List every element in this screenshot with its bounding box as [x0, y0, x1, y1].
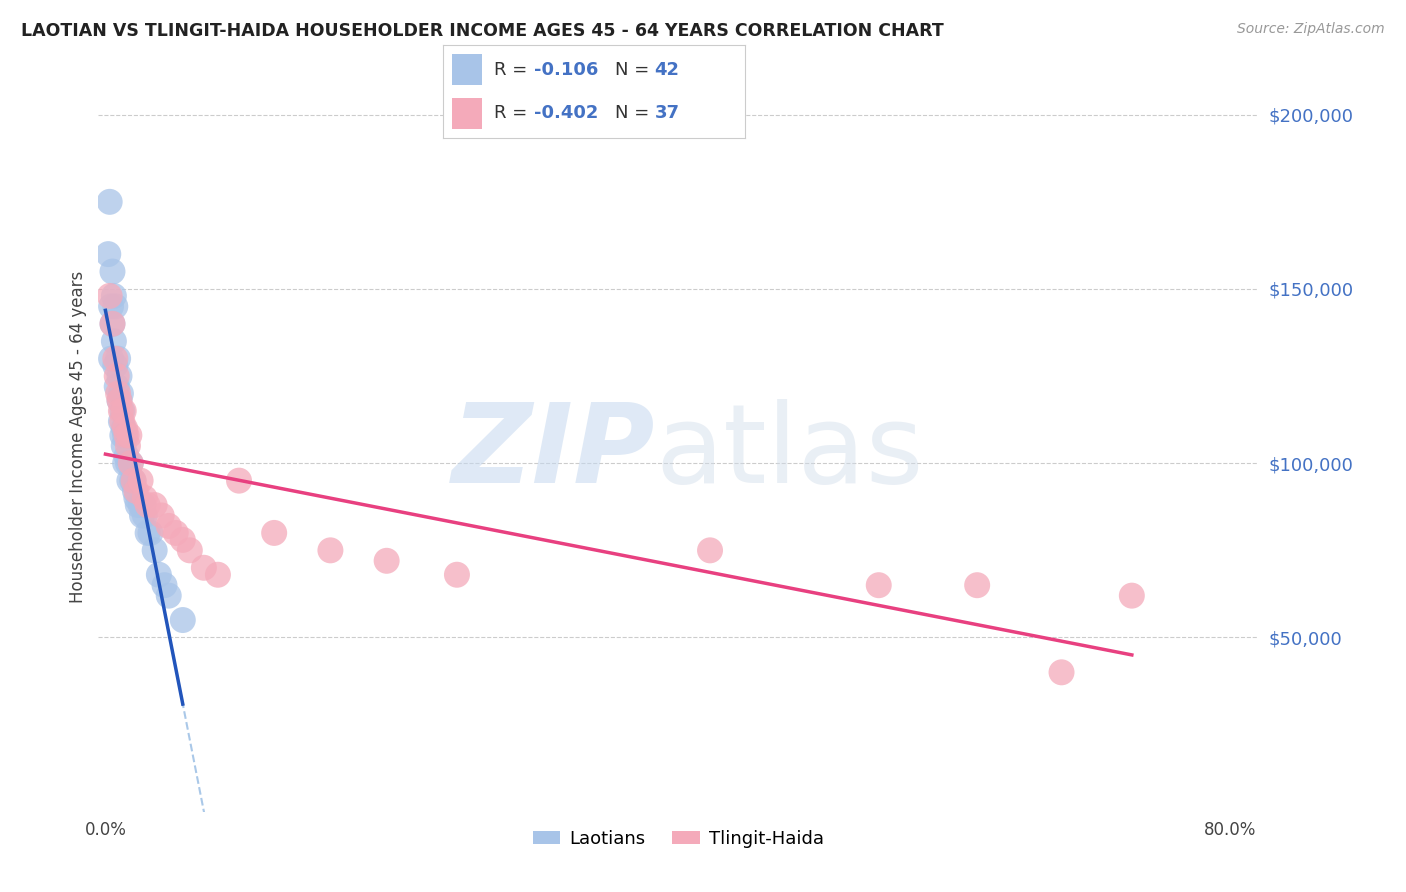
Point: [104, 299, 127, 313]
Text: R =: R =: [495, 61, 533, 78]
Point: [98, 194, 121, 209]
Point: [122, 474, 145, 488]
Point: [134, 508, 156, 523]
Point: [136, 498, 159, 512]
Point: [107, 351, 129, 366]
Point: [120, 456, 142, 470]
Point: [108, 393, 131, 408]
Point: [699, 543, 721, 558]
Point: [103, 289, 125, 303]
Point: [111, 404, 134, 418]
Point: [114, 456, 136, 470]
Point: [125, 491, 148, 505]
Point: [143, 498, 166, 512]
Point: [207, 567, 229, 582]
Point: [108, 369, 131, 384]
Point: [122, 474, 145, 488]
Point: [103, 334, 125, 349]
Point: [111, 428, 134, 442]
Point: [110, 404, 132, 418]
Text: ZIP: ZIP: [451, 399, 655, 506]
Point: [157, 519, 180, 533]
Y-axis label: Householder Income Ages 45 - 64 years: Householder Income Ages 45 - 64 years: [69, 271, 87, 603]
Text: N =: N =: [616, 61, 655, 78]
Point: [136, 525, 159, 540]
Bar: [451, 54, 482, 85]
Point: [115, 428, 138, 442]
Point: [110, 386, 132, 401]
Point: [108, 393, 131, 408]
Point: [129, 498, 152, 512]
Point: [112, 404, 135, 418]
Point: [319, 543, 342, 558]
Bar: [451, 98, 482, 129]
Point: [868, 578, 890, 592]
Point: [115, 449, 138, 463]
Point: [172, 613, 194, 627]
Point: [104, 351, 127, 366]
Point: [121, 474, 143, 488]
Point: [105, 379, 128, 393]
Point: [132, 498, 155, 512]
Point: [966, 578, 988, 592]
Point: [179, 543, 201, 558]
Text: 37: 37: [655, 104, 679, 122]
Point: [118, 474, 141, 488]
Point: [100, 299, 122, 313]
Point: [105, 369, 128, 384]
Text: LAOTIAN VS TLINGIT-HAIDA HOUSEHOLDER INCOME AGES 45 - 64 YEARS CORRELATION CHART: LAOTIAN VS TLINGIT-HAIDA HOUSEHOLDER INC…: [21, 22, 943, 40]
Point: [172, 533, 194, 547]
Point: [228, 474, 250, 488]
Point: [112, 421, 135, 435]
Point: [97, 247, 120, 261]
Point: [120, 456, 142, 470]
Point: [114, 428, 136, 442]
Text: 42: 42: [655, 61, 679, 78]
Text: atlas: atlas: [655, 399, 924, 506]
Point: [375, 554, 398, 568]
Point: [153, 578, 176, 592]
Text: Source: ZipAtlas.com: Source: ZipAtlas.com: [1237, 22, 1385, 37]
Point: [107, 386, 129, 401]
Point: [104, 359, 127, 373]
Point: [1050, 665, 1073, 680]
Point: [143, 543, 166, 558]
Point: [125, 484, 148, 499]
Point: [112, 439, 135, 453]
Text: -0.106: -0.106: [534, 61, 598, 78]
Point: [134, 491, 156, 505]
Text: N =: N =: [616, 104, 655, 122]
Point: [131, 508, 153, 523]
Text: R =: R =: [495, 104, 533, 122]
Point: [165, 525, 187, 540]
Point: [157, 589, 180, 603]
Point: [117, 456, 139, 470]
Point: [139, 525, 162, 540]
Point: [101, 264, 124, 278]
Point: [100, 351, 122, 366]
Point: [111, 414, 134, 428]
Point: [129, 474, 152, 488]
Point: [148, 567, 170, 582]
Point: [446, 567, 468, 582]
Text: -0.402: -0.402: [534, 104, 598, 122]
Point: [101, 317, 124, 331]
Point: [117, 439, 139, 453]
Point: [124, 484, 146, 499]
Point: [1121, 589, 1143, 603]
Point: [193, 561, 215, 575]
Point: [110, 414, 132, 428]
Point: [101, 317, 124, 331]
Point: [98, 289, 121, 303]
Point: [118, 428, 141, 442]
Point: [127, 498, 149, 512]
Legend: Laotians, Tlingit-Haida: Laotians, Tlingit-Haida: [526, 822, 831, 855]
Point: [150, 508, 173, 523]
Point: [263, 525, 285, 540]
Point: [114, 421, 136, 435]
